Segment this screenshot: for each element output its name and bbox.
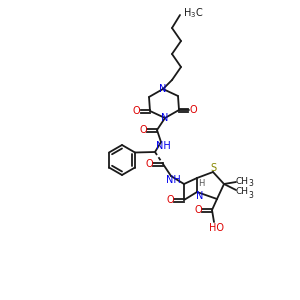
Text: CH: CH <box>236 176 249 185</box>
Text: 3: 3 <box>248 179 253 188</box>
Text: H: H <box>198 179 204 188</box>
Text: NH: NH <box>156 141 170 151</box>
Text: N: N <box>161 113 169 123</box>
Text: S: S <box>210 163 216 173</box>
Text: O: O <box>189 105 197 115</box>
Text: N: N <box>159 84 167 94</box>
Text: N: N <box>196 191 204 201</box>
Text: H$_3$C: H$_3$C <box>183 6 203 20</box>
Text: O: O <box>145 159 153 169</box>
Text: O: O <box>132 106 140 116</box>
Text: O: O <box>166 195 174 205</box>
Text: HO: HO <box>209 223 224 233</box>
Text: 3: 3 <box>248 190 253 200</box>
Text: CH: CH <box>236 188 249 196</box>
Text: O: O <box>139 125 147 135</box>
Text: O: O <box>194 205 202 215</box>
Text: NH: NH <box>166 175 180 185</box>
